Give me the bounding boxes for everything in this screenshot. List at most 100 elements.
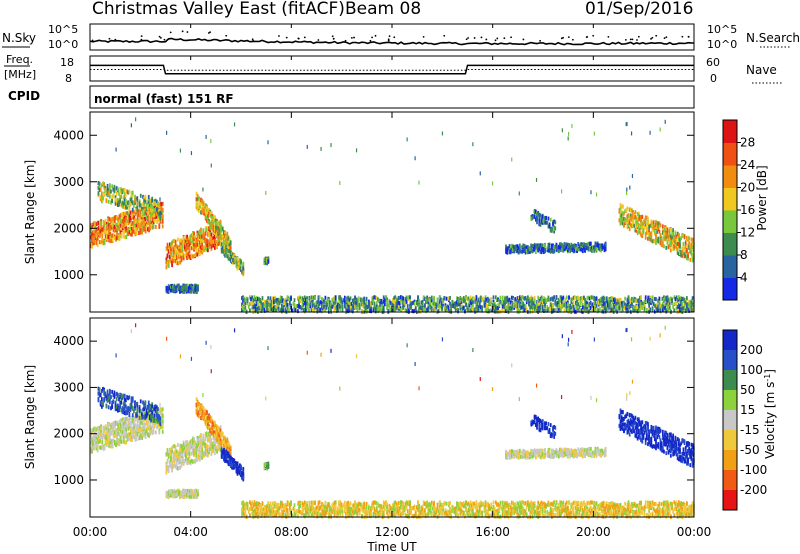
power-cell	[97, 221, 100, 226]
power-cell	[293, 298, 296, 303]
power-cell	[160, 218, 163, 223]
nsky-label: N.Sky	[2, 31, 36, 45]
power-cell	[560, 298, 562, 303]
velocity-cell	[108, 422, 110, 427]
power-cell	[593, 299, 596, 304]
power-cell	[378, 307, 381, 312]
power-cell	[197, 236, 200, 241]
nsearch-dot	[522, 38, 525, 41]
nsearch-dot	[510, 36, 513, 39]
power-cell	[182, 255, 185, 260]
power-cell	[236, 256, 239, 261]
power-cell	[317, 299, 320, 304]
power-cell	[467, 302, 470, 307]
power-cell	[523, 303, 526, 308]
power-cell	[465, 303, 467, 308]
power-cell	[395, 296, 398, 301]
power-cell	[569, 244, 572, 249]
power-cell	[506, 298, 509, 303]
power-cell	[356, 306, 359, 311]
power-cell	[183, 254, 186, 259]
power-cell	[339, 295, 342, 300]
power-cell	[205, 227, 208, 232]
power-cell	[340, 302, 343, 307]
power-cell	[168, 256, 171, 261]
power-cell	[330, 302, 332, 307]
power-cell	[627, 220, 630, 225]
power-cell	[115, 199, 118, 204]
power-colorbar-title: Power [dB]	[755, 165, 769, 230]
power-cell	[213, 237, 216, 242]
power-cell	[227, 240, 230, 245]
power-cell	[252, 309, 255, 314]
power-cell	[676, 309, 679, 314]
power-cell	[586, 301, 589, 306]
power-cell	[451, 303, 454, 308]
power-cell	[120, 202, 123, 207]
power-cell	[559, 304, 561, 309]
power-cell	[624, 305, 626, 310]
power-cell	[632, 223, 634, 228]
power-cell	[588, 241, 591, 246]
power-cell	[119, 187, 122, 192]
power-cell	[257, 304, 259, 309]
power-cell	[660, 304, 663, 309]
power-cell	[197, 249, 200, 254]
power-cell	[183, 289, 186, 294]
power-cell	[564, 297, 567, 302]
power-cell	[123, 220, 125, 225]
power-cell	[528, 301, 530, 306]
power-cell	[323, 304, 326, 309]
velocity-cell	[111, 426, 114, 431]
power-cell	[605, 296, 608, 301]
power-cell	[661, 230, 664, 235]
power-cell	[626, 187, 628, 192]
velocity-cell	[123, 422, 125, 427]
power-cell	[125, 235, 128, 240]
power-cell	[216, 231, 218, 236]
power-cell	[108, 185, 111, 190]
nsearch-dot	[650, 37, 652, 40]
power-cell	[218, 227, 221, 232]
power-cell	[154, 198, 157, 203]
power-cell	[229, 258, 232, 263]
power-cell	[282, 305, 284, 310]
power-cell	[131, 220, 133, 225]
power-cell	[134, 227, 137, 232]
power-cell	[119, 216, 122, 221]
power-cell	[528, 246, 530, 251]
power-cell	[339, 304, 342, 309]
power-cell	[539, 222, 542, 227]
nsearch-dot	[285, 36, 288, 39]
power-cell	[363, 296, 366, 301]
power-cell	[634, 215, 637, 220]
power-cell	[532, 301, 535, 306]
power-cell	[572, 243, 575, 248]
power-cell	[548, 306, 551, 311]
power-cell	[531, 216, 534, 221]
power-cell	[220, 225, 223, 230]
power-cell	[219, 235, 222, 240]
power-cell	[238, 258, 241, 263]
power-cell	[568, 309, 570, 314]
nsearch-dot	[607, 35, 610, 38]
power-cell	[196, 235, 199, 240]
power-cell	[618, 303, 621, 308]
power-cell	[456, 296, 458, 301]
power-cell	[594, 307, 597, 312]
power-cell	[104, 234, 107, 239]
power-cell	[430, 307, 433, 312]
power-cell	[194, 287, 197, 292]
nsearch-dot	[655, 34, 658, 37]
power-cell	[664, 232, 667, 237]
power-cell	[302, 297, 305, 302]
power-cell	[425, 296, 427, 301]
power-cell	[339, 300, 342, 305]
power-cell	[553, 295, 556, 300]
velocity-cell	[119, 429, 122, 434]
power-cell	[564, 242, 567, 247]
power-cell	[516, 301, 519, 306]
velocity-cell	[99, 439, 101, 444]
power-cell	[107, 190, 110, 195]
power-cell	[515, 305, 518, 310]
